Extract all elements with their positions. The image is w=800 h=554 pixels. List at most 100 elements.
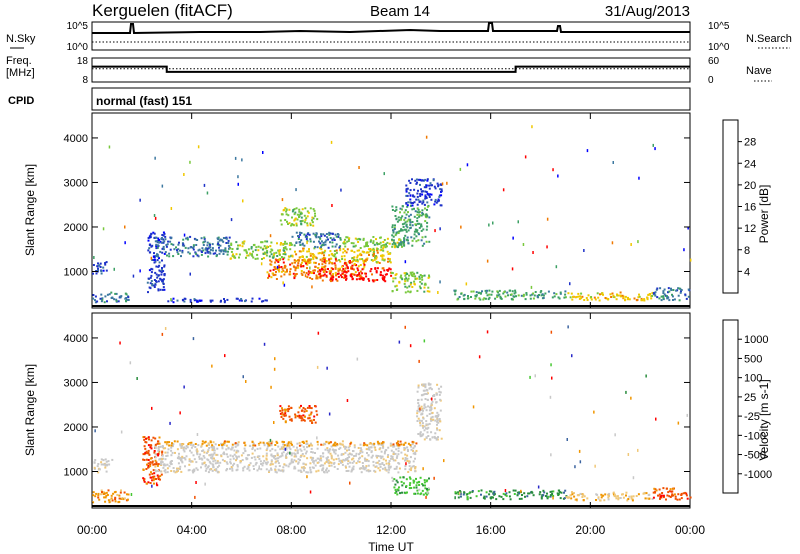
velocity-patch-4-cell	[275, 440, 278, 443]
velocity-patch-3-cell	[193, 458, 196, 461]
velocity-patch-7-cell	[436, 438, 439, 441]
velocity-patch-3-cell	[166, 454, 169, 457]
velocity-speckle	[119, 341, 121, 345]
power-patch-15-cell	[475, 291, 478, 294]
velocity-patch-1-cell	[111, 458, 114, 461]
power-patch-12-cell	[405, 184, 408, 187]
power-speckle	[304, 274, 307, 278]
power-patch-5-cell	[318, 252, 321, 254]
power-patch-6-cell	[320, 235, 323, 238]
power-patch-11-cell	[403, 228, 406, 231]
power-speckle	[524, 155, 527, 159]
power-patch-13-cell	[398, 280, 401, 283]
power-patch-11-cell	[420, 214, 423, 217]
velocity-patch-7-cell	[420, 398, 423, 401]
velocity-patch-3-cell	[403, 446, 406, 449]
power-patch-8-cell	[278, 266, 281, 269]
power-speckle	[441, 182, 444, 186]
power-patch-11-cell	[420, 239, 423, 242]
velocity-patch-3-cell	[330, 455, 333, 458]
power-patch-5-cell	[309, 252, 312, 255]
power-patch-8-cell	[301, 259, 304, 261]
velocity-patch-3-cell	[212, 464, 215, 467]
power-patch-16-cell	[597, 296, 600, 299]
velocity-patch-5-cell	[279, 412, 282, 415]
velocity-patch-9-cell	[573, 495, 576, 498]
velocity-patch-3-cell	[410, 469, 412, 472]
power-patch-1-cell	[106, 300, 108, 303]
power-patch-2-cell	[154, 283, 157, 286]
velocity-patch-2-cell	[154, 443, 157, 446]
power-patch-9-cell	[360, 276, 363, 279]
power-patch-7-cell	[383, 239, 386, 241]
power-patch-16-cell	[627, 296, 629, 299]
velocity-patch-3-cell	[256, 447, 259, 450]
power-patch-13-cell	[408, 274, 410, 277]
power-patch-3-cell	[177, 243, 180, 246]
power-patch-12-cell	[426, 179, 429, 182]
velocity-patch-1-cell	[107, 460, 110, 463]
velocity-patch-7-cell	[422, 393, 425, 396]
y-tick-label: 4000	[64, 333, 88, 345]
power-patch-14-cell	[209, 300, 212, 303]
velocity-patch-9-cell	[607, 498, 610, 501]
power-patch-8-cell	[292, 272, 295, 275]
velocity-patch-3-cell	[252, 442, 255, 445]
velocity-patch-3-cell	[242, 452, 245, 455]
power-patch-15-cell	[470, 296, 472, 298]
power-patch-9-cell	[335, 274, 338, 277]
power-patch-4-cell	[280, 256, 283, 258]
power-patch-5-cell	[386, 250, 389, 253]
velocity-patch-10-cell	[667, 491, 670, 494]
velocity-patch-10-cell	[662, 496, 665, 499]
velocity-patch-3-cell	[381, 462, 384, 465]
velocity-patch-3-cell	[346, 449, 348, 452]
power-patch-10-cell	[309, 224, 312, 227]
power-patch-2-cell	[161, 280, 164, 283]
velocity-patch-3-cell	[352, 468, 355, 471]
power-patch-4-cell	[257, 249, 260, 252]
power-patch-15-cell	[484, 297, 487, 300]
velocity-patch-0-cell	[114, 500, 117, 503]
velocity-patch-4-cell	[334, 444, 336, 447]
power-patch-3-cell	[219, 244, 222, 247]
velocity-speckle	[269, 438, 272, 442]
velocity-patch-3-cell	[311, 444, 314, 447]
power-patch-9-cell	[323, 273, 326, 276]
power-patch-17-cell	[667, 296, 670, 299]
power-patch-8-cell	[306, 263, 309, 266]
power-patch-13-cell	[418, 275, 421, 278]
power-patch-3-cell	[155, 247, 158, 250]
velocity-patch-9-cell	[616, 495, 619, 498]
power-patch-11-cell	[406, 220, 409, 223]
power-patch-3-cell	[205, 249, 208, 252]
velocity-speckle	[183, 385, 185, 389]
power-patch-6-cell	[314, 245, 317, 248]
velocity-patch-3-cell	[242, 467, 245, 470]
power-patch-12-cell	[424, 190, 427, 193]
power-patch-2-cell	[159, 288, 162, 291]
velocity-patch-3-cell	[222, 452, 225, 455]
power-patch-6-cell	[314, 234, 317, 236]
velocity-patch-8-cell	[558, 489, 561, 492]
power-patch-8-cell	[283, 273, 286, 276]
velocity-patch-3-cell	[242, 469, 245, 472]
velocity-patch-3-cell	[225, 469, 228, 472]
velocity-patch-3-cell	[295, 460, 298, 463]
velocity-patch-4-cell	[274, 444, 277, 446]
velocity-patch-3-cell	[192, 454, 195, 457]
power-patch-11-cell	[403, 218, 406, 221]
velocity-patch-7-cell	[417, 386, 420, 389]
power-patch-16-cell	[619, 291, 622, 294]
velocity-patch-3-cell	[240, 460, 242, 463]
velocity-patch-8-cell	[468, 492, 471, 495]
velocity-patch-3-cell	[176, 467, 178, 470]
velocity-patch-3-cell	[374, 470, 377, 473]
velocity-patch-3-cell	[316, 461, 319, 464]
velocity-patch-3-cell	[255, 461, 258, 464]
velocity-patch-5-cell	[298, 414, 301, 417]
velocity-patch-3-cell	[377, 455, 379, 457]
velocity-patch-2-cell	[145, 458, 148, 461]
power-speckle	[183, 173, 185, 176]
